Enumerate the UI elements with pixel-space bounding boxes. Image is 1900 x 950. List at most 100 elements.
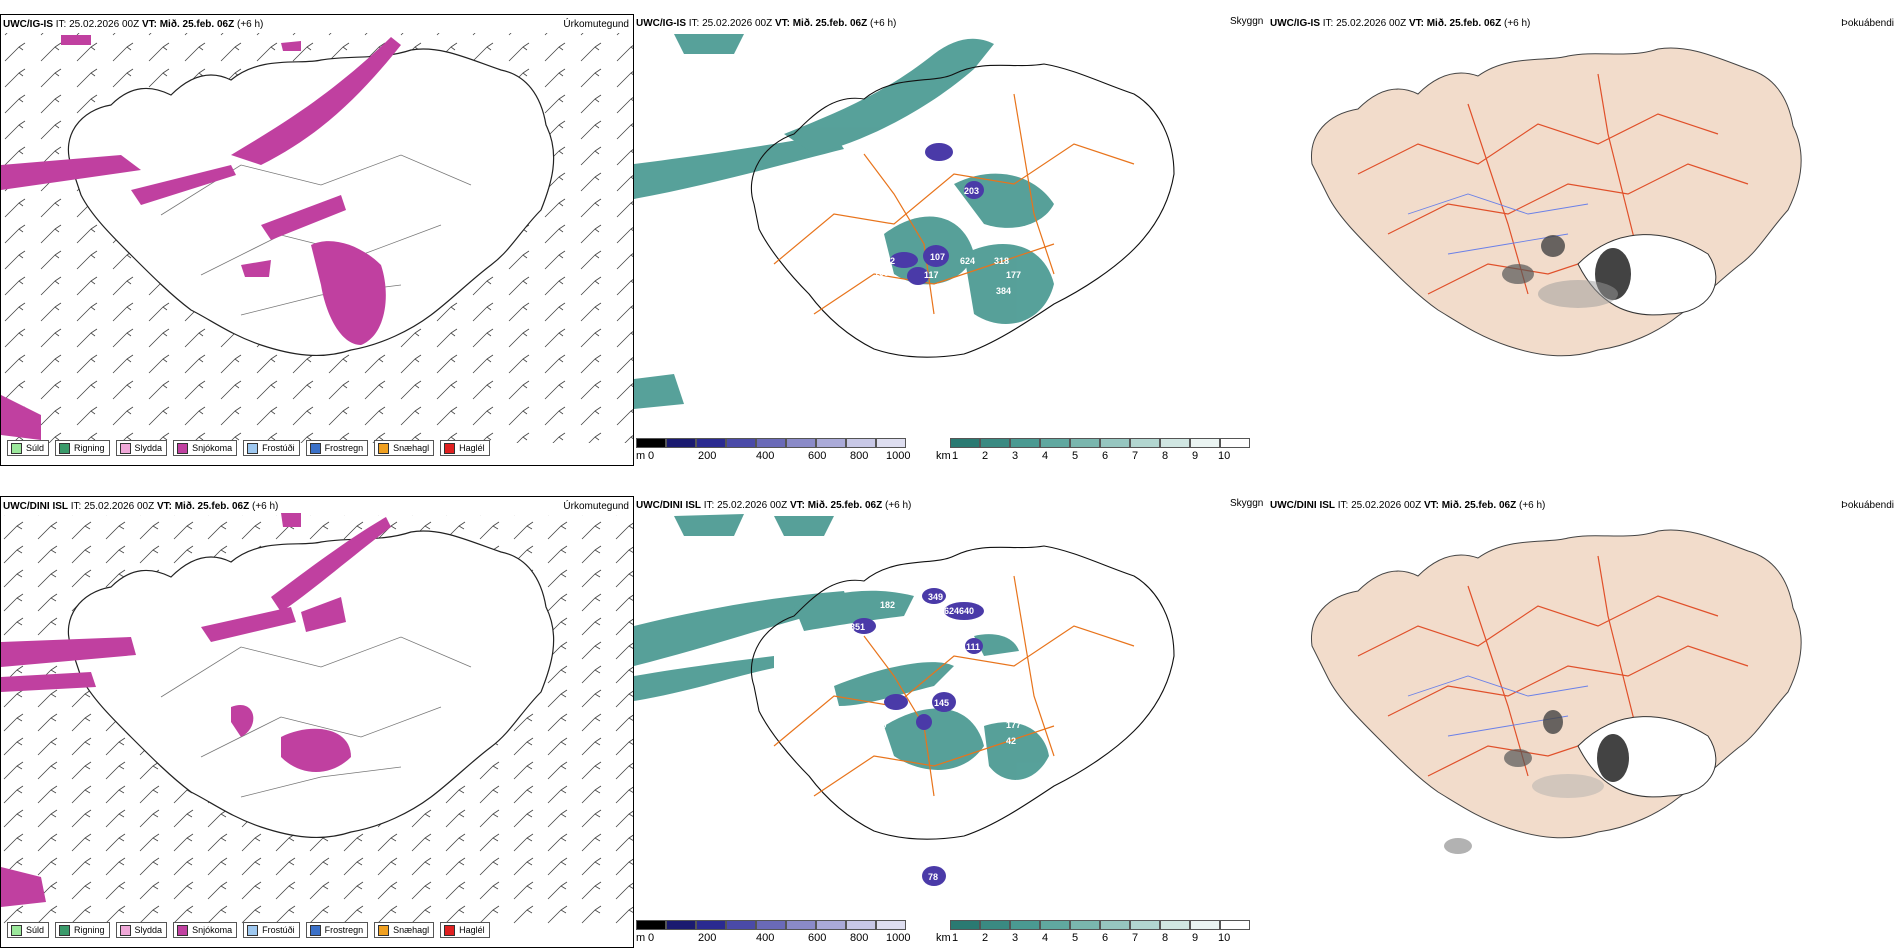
panel-title: UWC/IG-IS IT: 25.02.2026 00Z VT: Mið. 25… (3, 19, 264, 30)
colorbar-segment (950, 920, 980, 930)
colorbar-unit: km (936, 932, 951, 944)
colorbar-tick: 1 (952, 450, 959, 462)
fog-index-panel-bottom: UWC/DINI ISL IT: 25.02.2026 00Z VT: Mið.… (1268, 496, 1900, 948)
colorbar-segment (666, 438, 696, 448)
colorbar-tick: 3 (1012, 450, 1019, 462)
colorbar-tick: 10 (1218, 450, 1231, 462)
panel-title: UWC/DINI ISL IT: 25.02.2026 00Z VT: Mið.… (636, 500, 912, 511)
colorbar-segment (1010, 920, 1040, 930)
precip-type-panel-bottom: UWC/DINI ISL IT: 25.02.2026 00Z VT: Mið.… (0, 496, 634, 948)
legend-item: Súld (7, 440, 50, 456)
panel-corner-label: Þokuábendi (1841, 18, 1894, 29)
colorbar-tick: 7 (1132, 450, 1139, 462)
legend-swatch (119, 442, 131, 454)
colorbar-segment (950, 438, 980, 448)
colorbar-segment (756, 920, 786, 930)
svg-text:107: 107 (930, 252, 945, 262)
ceiling-labels: 349 182 624640 351 111 145 334 110 177 4… (850, 592, 1021, 882)
svg-text:384: 384 (996, 286, 1011, 296)
panel-corner-label: Skyggni (1230, 16, 1264, 27)
legend-swatch (177, 924, 189, 936)
precip-type-panel-top: UWC/IG-IS IT: 25.02.2026 00Z VT: Mið. 25… (0, 14, 634, 466)
svg-text:177: 177 (1006, 720, 1021, 730)
svg-text:182: 182 (880, 600, 895, 610)
svg-text:262: 262 (880, 256, 895, 266)
colorbar-segment (816, 438, 846, 448)
legend-swatch (247, 924, 259, 936)
fog-map (1311, 529, 1802, 854)
legend-item: Frostregn (305, 440, 369, 456)
colorbar-unit: m (636, 932, 646, 944)
snow-areas (1, 513, 391, 907)
legend-swatch (444, 442, 456, 454)
legend-item: Frostúði (243, 440, 300, 456)
colorbar-tick: 3 (1012, 932, 1019, 944)
colorbar-tick: 2 (982, 932, 989, 944)
svg-text:109: 109 (874, 268, 889, 278)
svg-text:318: 318 (994, 256, 1009, 266)
colorbar-tick: 2 (982, 450, 989, 462)
legend-item: Frostúði (243, 922, 300, 938)
legend-item: Snjókoma (173, 922, 238, 938)
colorbar-tick: 200 (698, 450, 717, 462)
colorbar-tick: 400 (756, 450, 775, 462)
svg-text:351: 351 (850, 622, 865, 632)
svg-text:203: 203 (964, 186, 979, 196)
fog-map (1311, 47, 1802, 357)
colorbar-segment (786, 920, 816, 930)
colorbar-tick: 6 (1102, 932, 1109, 944)
colorbar-tick: 7 (1132, 932, 1139, 944)
colorbar-tick: 800 (850, 450, 869, 462)
colorbar-segment (1130, 920, 1160, 930)
legend-item: Slydda (115, 440, 168, 456)
legend-item: Slydda (115, 922, 168, 938)
legend-item: Frostregn (305, 922, 369, 938)
panel-corner-label: Úrkomutegund (563, 19, 629, 30)
legend-swatch (177, 442, 189, 454)
precip-map (1, 513, 633, 925)
colorbar-tick: 8 (1162, 450, 1169, 462)
visibility-map: 349 182 624640 351 111 145 334 110 177 4… (634, 514, 1175, 886)
colorbar-unit: m (636, 450, 646, 462)
snow-areas (1, 35, 401, 440)
fog-index-panel-top: UWC/IG-IS IT: 25.02.2026 00Z VT: Mið. 25… (1268, 14, 1900, 466)
svg-text:111: 111 (966, 642, 980, 652)
panel-title: UWC/IG-IS IT: 25.02.2026 00Z VT: Mið. 25… (1270, 18, 1531, 29)
legend-item: Rigning (55, 440, 110, 456)
panel-title: UWC/DINI ISL IT: 25.02.2026 00Z VT: Mið.… (1270, 500, 1546, 511)
precip-map (1, 33, 633, 443)
legend-item: Snæhagl (374, 922, 435, 938)
legend-swatch (59, 442, 71, 454)
colorbar-segment (1190, 920, 1220, 930)
colorbar-segment (980, 920, 1010, 930)
panel-corner-label: Skyggni (1230, 498, 1264, 509)
colorbar-segment (1130, 438, 1160, 448)
colorbar-tick: 400 (756, 932, 775, 944)
visibility-map: 342 248 203 107 624 318 262 109 117 177 … (634, 34, 1175, 409)
colorbar-tick: 9 (1192, 450, 1199, 462)
svg-text:117: 117 (924, 270, 939, 280)
svg-text:349: 349 (928, 592, 943, 602)
colorbar-segment (846, 920, 876, 930)
colorbar-tick: 0 (648, 932, 655, 944)
colorbar-segment (1070, 920, 1100, 930)
precip-legend: Súld Rigning Slydda Snjókoma Frostúði Fr… (7, 922, 490, 938)
legend-swatch (119, 924, 131, 936)
legend-item: Snjókoma (173, 440, 238, 456)
legend-item: Snæhagl (374, 440, 435, 456)
colorbar-tick: 1000 (886, 450, 911, 462)
colorbar-segment (726, 920, 756, 930)
colorbar-segment (1220, 920, 1250, 930)
colorbar-tick: 4 (1042, 932, 1049, 944)
svg-text:42: 42 (1006, 736, 1016, 746)
svg-text:78: 78 (928, 872, 938, 882)
colorbar-segment (636, 920, 666, 930)
colorbar-segment (1190, 438, 1220, 448)
colorbar-tick: 9 (1192, 932, 1199, 944)
colorbar-segment (1100, 920, 1130, 930)
ceiling-labels: 342 248 203 107 624 318 262 109 117 177 … (874, 118, 1021, 296)
svg-text:177: 177 (1006, 270, 1021, 280)
colorbar-segment (980, 438, 1010, 448)
colorbar-tick: 4 (1042, 450, 1049, 462)
colorbar-tick: 5 (1072, 450, 1079, 462)
